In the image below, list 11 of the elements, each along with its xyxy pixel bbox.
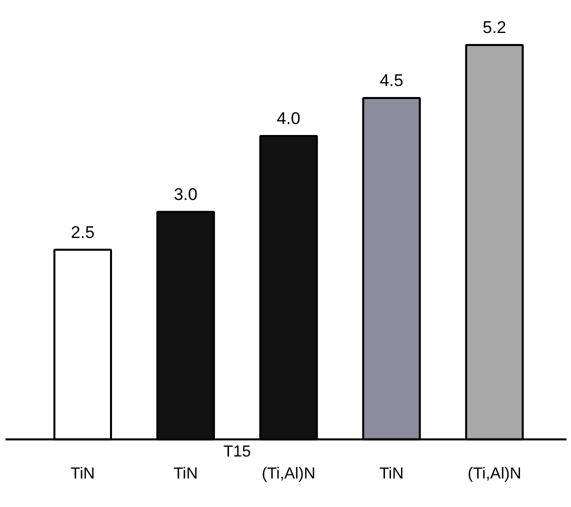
- text: T15: [223, 443, 251, 460]
- data-label: 2.5: [70, 222, 95, 242]
- data-label: 4.5: [380, 71, 404, 90]
- x-tick-label: (Ti,Al)N: [468, 465, 522, 482]
- x-tick-label: TiN: [173, 465, 198, 482]
- data-label: 3.0: [174, 184, 198, 204]
- x-tick-label: TiN: [379, 465, 404, 482]
- x-tick-label: (Ti,Al)N: [262, 465, 316, 482]
- data-label: 5.2: [482, 18, 506, 37]
- data-label: 4.0: [276, 108, 300, 128]
- x-tick-label: TiN: [70, 465, 95, 482]
